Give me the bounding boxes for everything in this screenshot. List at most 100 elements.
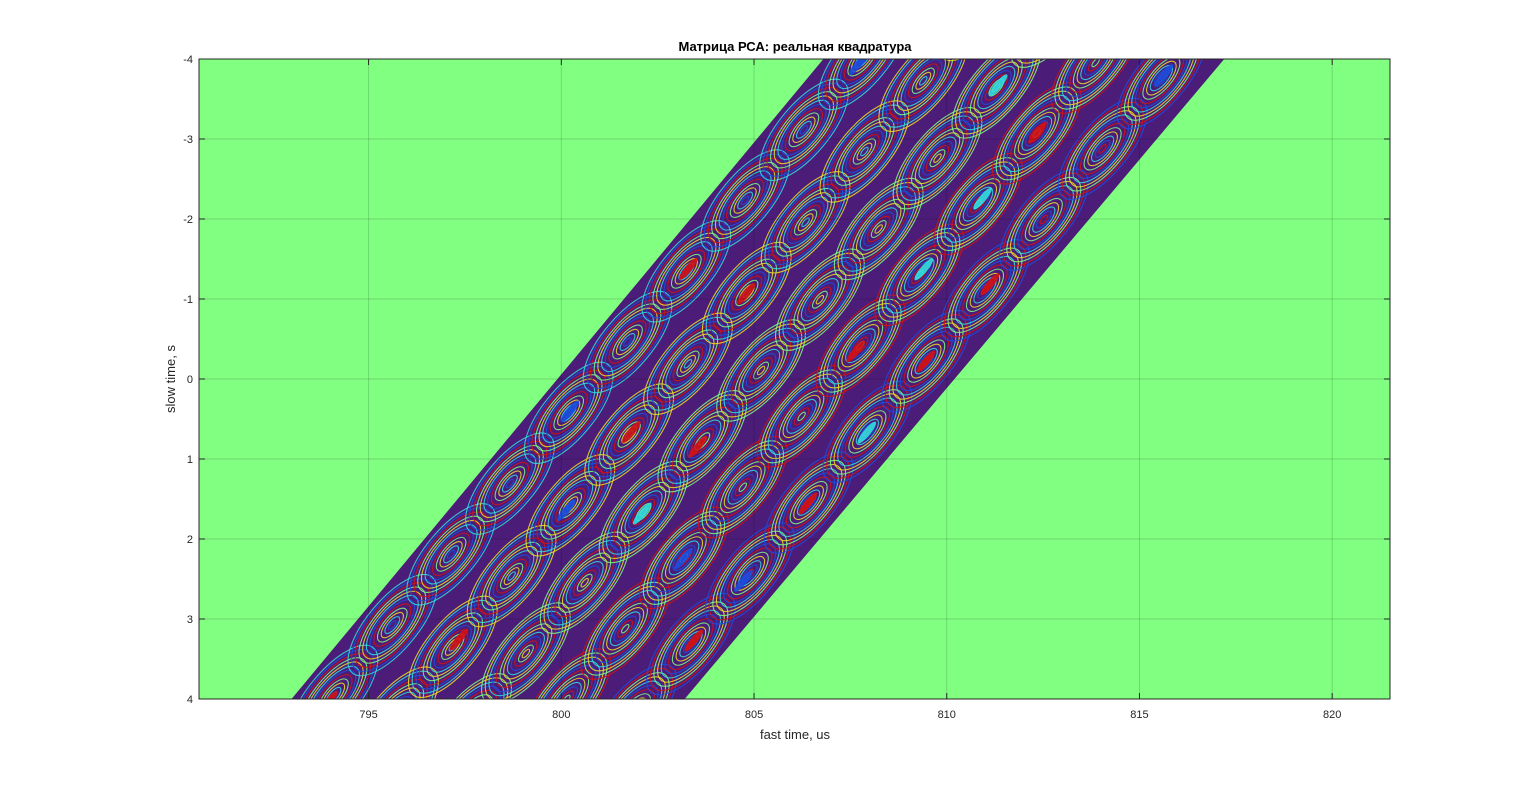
- fringe-ring: [709, 250, 785, 336]
- fringe-ring: [601, 311, 654, 373]
- fringe-ring: [499, 562, 524, 590]
- fringe-ring: [594, 672, 670, 699]
- fringe-ring: [558, 552, 612, 613]
- fringe-ring: [719, 539, 780, 608]
- fringe-ring: [521, 648, 612, 699]
- fringe-ring: [918, 136, 957, 180]
- fringe-ring: [1006, 176, 1082, 263]
- fringe-ring: [534, 374, 603, 452]
- fringe-ring: [545, 386, 592, 439]
- fringe-cell: [833, 177, 924, 281]
- fringe-ring: [801, 217, 810, 228]
- fringe-ring: [380, 611, 404, 639]
- fringe-ring: [433, 685, 501, 699]
- fringe-ring: [547, 539, 623, 626]
- fringe-ring: [407, 595, 498, 698]
- fringe-ring: [896, 249, 942, 301]
- fringe-ring: [1140, 0, 1170, 8]
- fringe-ring: [1010, 59, 1100, 68]
- fringe-ring: [547, 677, 586, 699]
- fringe-ring: [586, 295, 669, 389]
- fringe-cell: [406, 503, 496, 606]
- fringe-cell: [521, 648, 612, 699]
- fringe-ring: [972, 0, 992, 21]
- fringe-ring: [657, 390, 748, 493]
- fringe-core: [674, 547, 693, 570]
- fringe-ring: [1050, 59, 1141, 114]
- fringe-ring: [665, 337, 711, 390]
- fringe-ring: [740, 195, 750, 206]
- fringe-ring: [837, 319, 884, 372]
- fringe-ring: [446, 549, 456, 560]
- fringe-cell: [639, 506, 729, 610]
- fringe-cell: [817, 59, 908, 111]
- y-tick-label: 3: [187, 614, 193, 626]
- fringe-cell: [878, 59, 969, 132]
- fringe-ring: [622, 704, 642, 725]
- fringe-ring: [648, 228, 724, 315]
- fringe-ring: [565, 561, 604, 605]
- fringe-ring: [1025, 120, 1049, 147]
- fringe-ring: [481, 541, 542, 611]
- fringe-ring: [488, 550, 535, 602]
- fringe-ring: [671, 622, 710, 666]
- fringe-ring: [881, 232, 957, 318]
- fringe-ring: [645, 224, 728, 319]
- fringe-cell: [584, 383, 675, 486]
- fringe-ring: [716, 258, 777, 328]
- fringe-ring: [1010, 181, 1078, 259]
- fringe-ring: [951, 251, 1019, 329]
- fringe-ring: [724, 267, 770, 319]
- x-tick-label: 815: [1130, 709, 1148, 721]
- fringe-ring: [1065, 59, 1126, 97]
- fringe-ring: [413, 511, 489, 598]
- fringe-ring: [525, 652, 608, 699]
- fringe-ring: [650, 519, 718, 597]
- fringe-ring: [539, 669, 593, 699]
- fringe-ring: [859, 207, 898, 251]
- fringe-ring: [844, 406, 891, 458]
- fringe-ring: [1017, 189, 1071, 250]
- fringe-ring: [525, 454, 616, 557]
- fringe-ring: [439, 541, 463, 568]
- fringe-ring: [855, 203, 902, 255]
- fringe-core: [678, 257, 698, 280]
- fringe-ring: [641, 220, 732, 323]
- fringe-ring: [1080, 59, 1111, 81]
- fringe-ring: [435, 536, 467, 572]
- fringe-ring: [826, 307, 895, 385]
- fringe-ring: [887, 0, 956, 26]
- fringe-ring: [664, 614, 718, 675]
- fringe-ring: [863, 211, 895, 247]
- fringe-ring: [922, 140, 953, 176]
- fringe-cell: [704, 522, 795, 625]
- fringe-ring: [852, 198, 906, 260]
- fringe-cell: [892, 107, 983, 210]
- x-tick-label: 795: [359, 709, 377, 721]
- fringe-ring: [664, 398, 740, 484]
- fringe-ring: [465, 432, 555, 535]
- fringe-ring: [498, 470, 522, 497]
- fringe-ring: [325, 686, 342, 699]
- fringe-ring: [797, 411, 806, 422]
- fringe-ring: [576, 573, 593, 592]
- fringe-ring: [722, 174, 768, 227]
- fringe-ring: [760, 171, 851, 274]
- fringe-ring: [723, 543, 777, 604]
- fringe-ring: [384, 707, 404, 728]
- fringe-ring: [510, 636, 542, 671]
- fringe-ring: [663, 245, 710, 298]
- fringe-ring: [417, 515, 485, 593]
- fringe-ring: [753, 361, 770, 380]
- fringe-ring: [793, 485, 824, 521]
- fringe-ring: [833, 393, 902, 471]
- fringe-ring: [539, 531, 630, 634]
- fringe-core: [560, 400, 580, 423]
- fringe-ring: [936, 157, 1020, 252]
- fringe-cell: [349, 666, 439, 728]
- fringe-ring: [958, 59, 1034, 131]
- fringe-ring: [1069, 59, 1123, 93]
- fringe-ring: [659, 241, 713, 302]
- fringe-cell: [1095, 0, 1213, 56]
- fringe-ring: [616, 697, 648, 699]
